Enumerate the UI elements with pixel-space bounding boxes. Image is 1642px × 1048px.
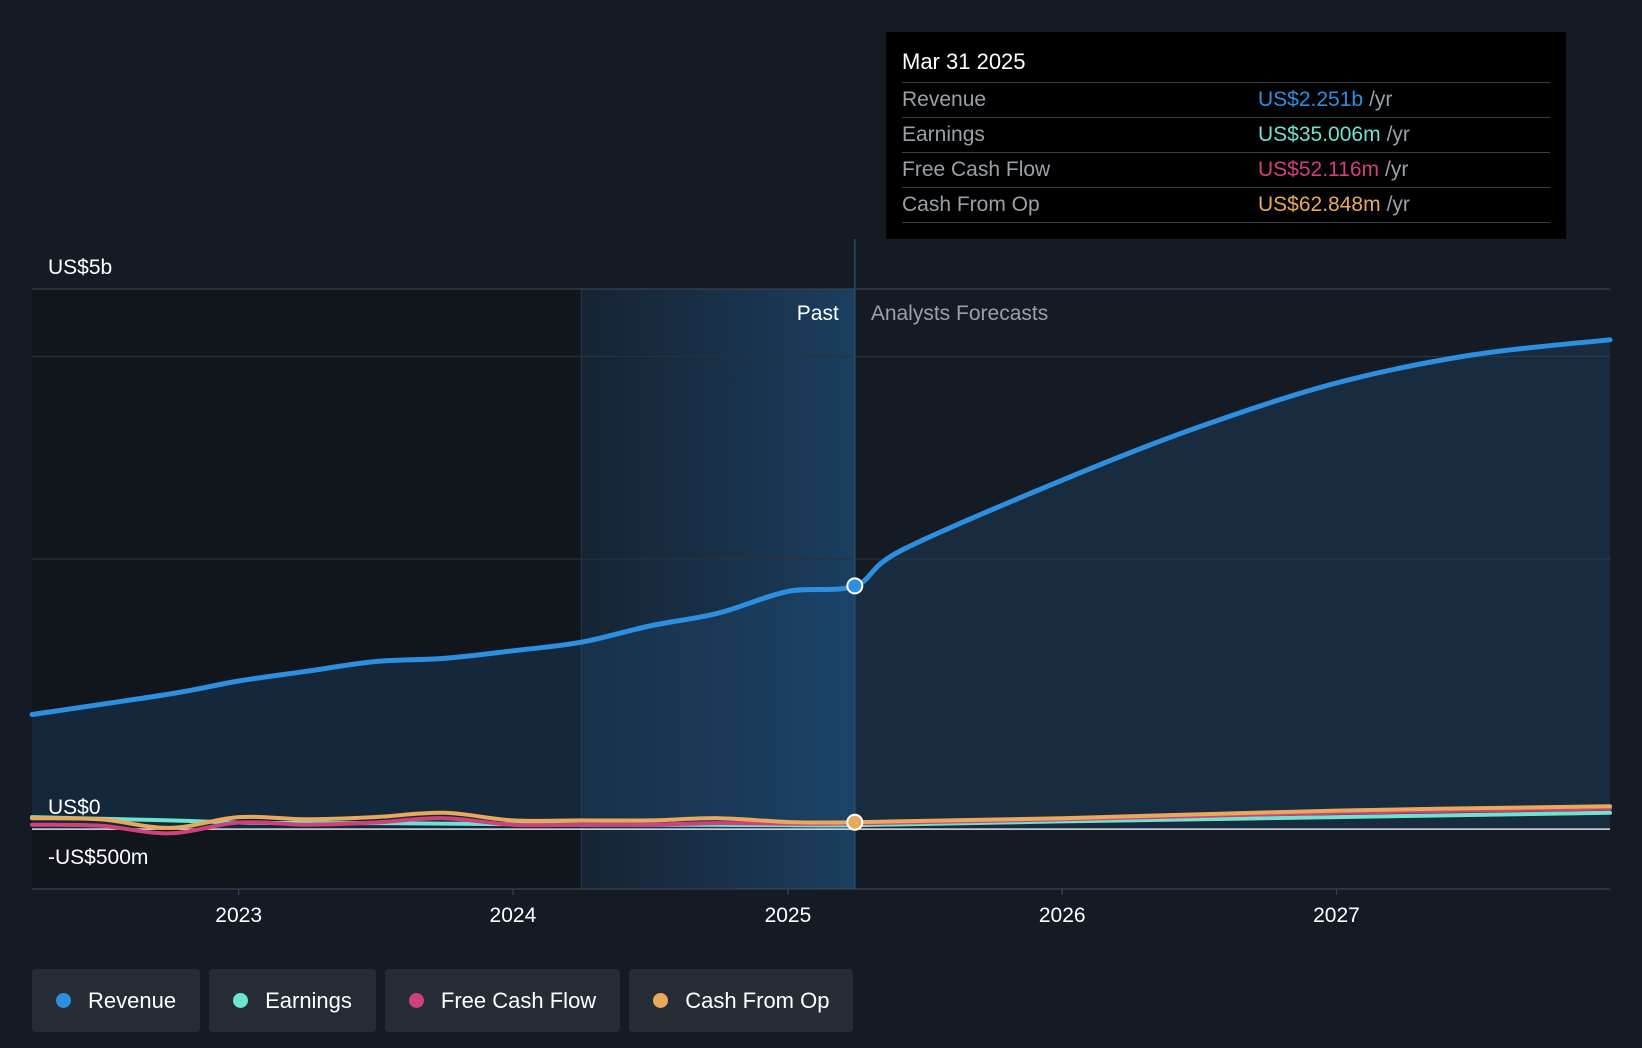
series-line-cash-from-op: [30, 804, 1612, 830]
marker-cash-from-op: [846, 813, 864, 831]
tooltip-label: Free Cash Flow: [902, 158, 1051, 181]
y-axis-label: US$0: [48, 796, 101, 819]
tooltip-value: US$62.848m: [1258, 193, 1381, 216]
revenue-area: [32, 339, 1610, 829]
tooltip-unit: /yr: [1386, 123, 1410, 146]
tooltip-unit: /yr: [1369, 88, 1393, 111]
legend: Revenue Earnings Free Cash Flow Cash From O…: [32, 969, 854, 1032]
legend-label: Cash From Op: [685, 987, 830, 1013]
marker-revenue: [846, 577, 864, 595]
tooltip-value: US$2.251b: [1258, 88, 1364, 111]
tooltip-value: US$52.116m: [1258, 158, 1380, 181]
x-tick-label: 2027: [1313, 904, 1360, 927]
tooltip-row: Revenue US$2.251b/yr: [902, 82, 1550, 117]
past-label: Past: [797, 302, 839, 325]
legend-item-earnings[interactable]: Earnings: [209, 969, 376, 1032]
series-line-revenue: [29, 337, 1613, 717]
forecast-label: Analysts Forecasts: [871, 302, 1048, 325]
tooltip-label: Revenue: [902, 88, 987, 111]
tooltip-row: Cash From Op US$62.848m/yr: [902, 187, 1550, 223]
tooltip-value: US$35.006m: [1258, 123, 1381, 146]
legend-dot-icon: [56, 993, 71, 1008]
x-tick-label: 2023: [215, 904, 262, 927]
legend-item-cash-from-op[interactable]: Cash From Op: [629, 969, 854, 1032]
legend-dot-icon: [233, 993, 249, 1008]
x-tick-label: 2025: [765, 904, 812, 927]
legend-label: Earnings: [265, 987, 352, 1013]
tooltip-row: Earnings US$35.006m/yr: [902, 117, 1550, 152]
tooltip-unit: /yr: [1386, 193, 1410, 216]
x-tick-label: 2026: [1039, 904, 1086, 927]
legend-item-revenue[interactable]: Revenue: [32, 969, 201, 1032]
tooltip-date: Mar 31 2025: [902, 49, 1026, 74]
legend-dot-icon: [408, 993, 424, 1008]
tooltip-label: Cash From Op: [902, 193, 1040, 216]
y-axis-label: US$5b: [48, 256, 112, 279]
legend-label: Free Cash Flow: [440, 987, 597, 1013]
tooltip-row: Free Cash Flow US$52.116m/yr: [902, 152, 1550, 187]
legend-item-free-cash-flow[interactable]: Free Cash Flow: [384, 969, 621, 1032]
legend-dot-icon: [653, 993, 669, 1008]
y-axis-label: -US$500m: [48, 846, 148, 869]
legend-label: Revenue: [88, 987, 177, 1013]
tooltip-unit: /yr: [1385, 158, 1409, 181]
tooltip-label: Earnings: [902, 123, 985, 146]
hover-tooltip: Mar 31 2025 Revenue US$2.251b/yr Earnings U…: [886, 32, 1566, 239]
x-tick-label: 2024: [490, 904, 537, 927]
